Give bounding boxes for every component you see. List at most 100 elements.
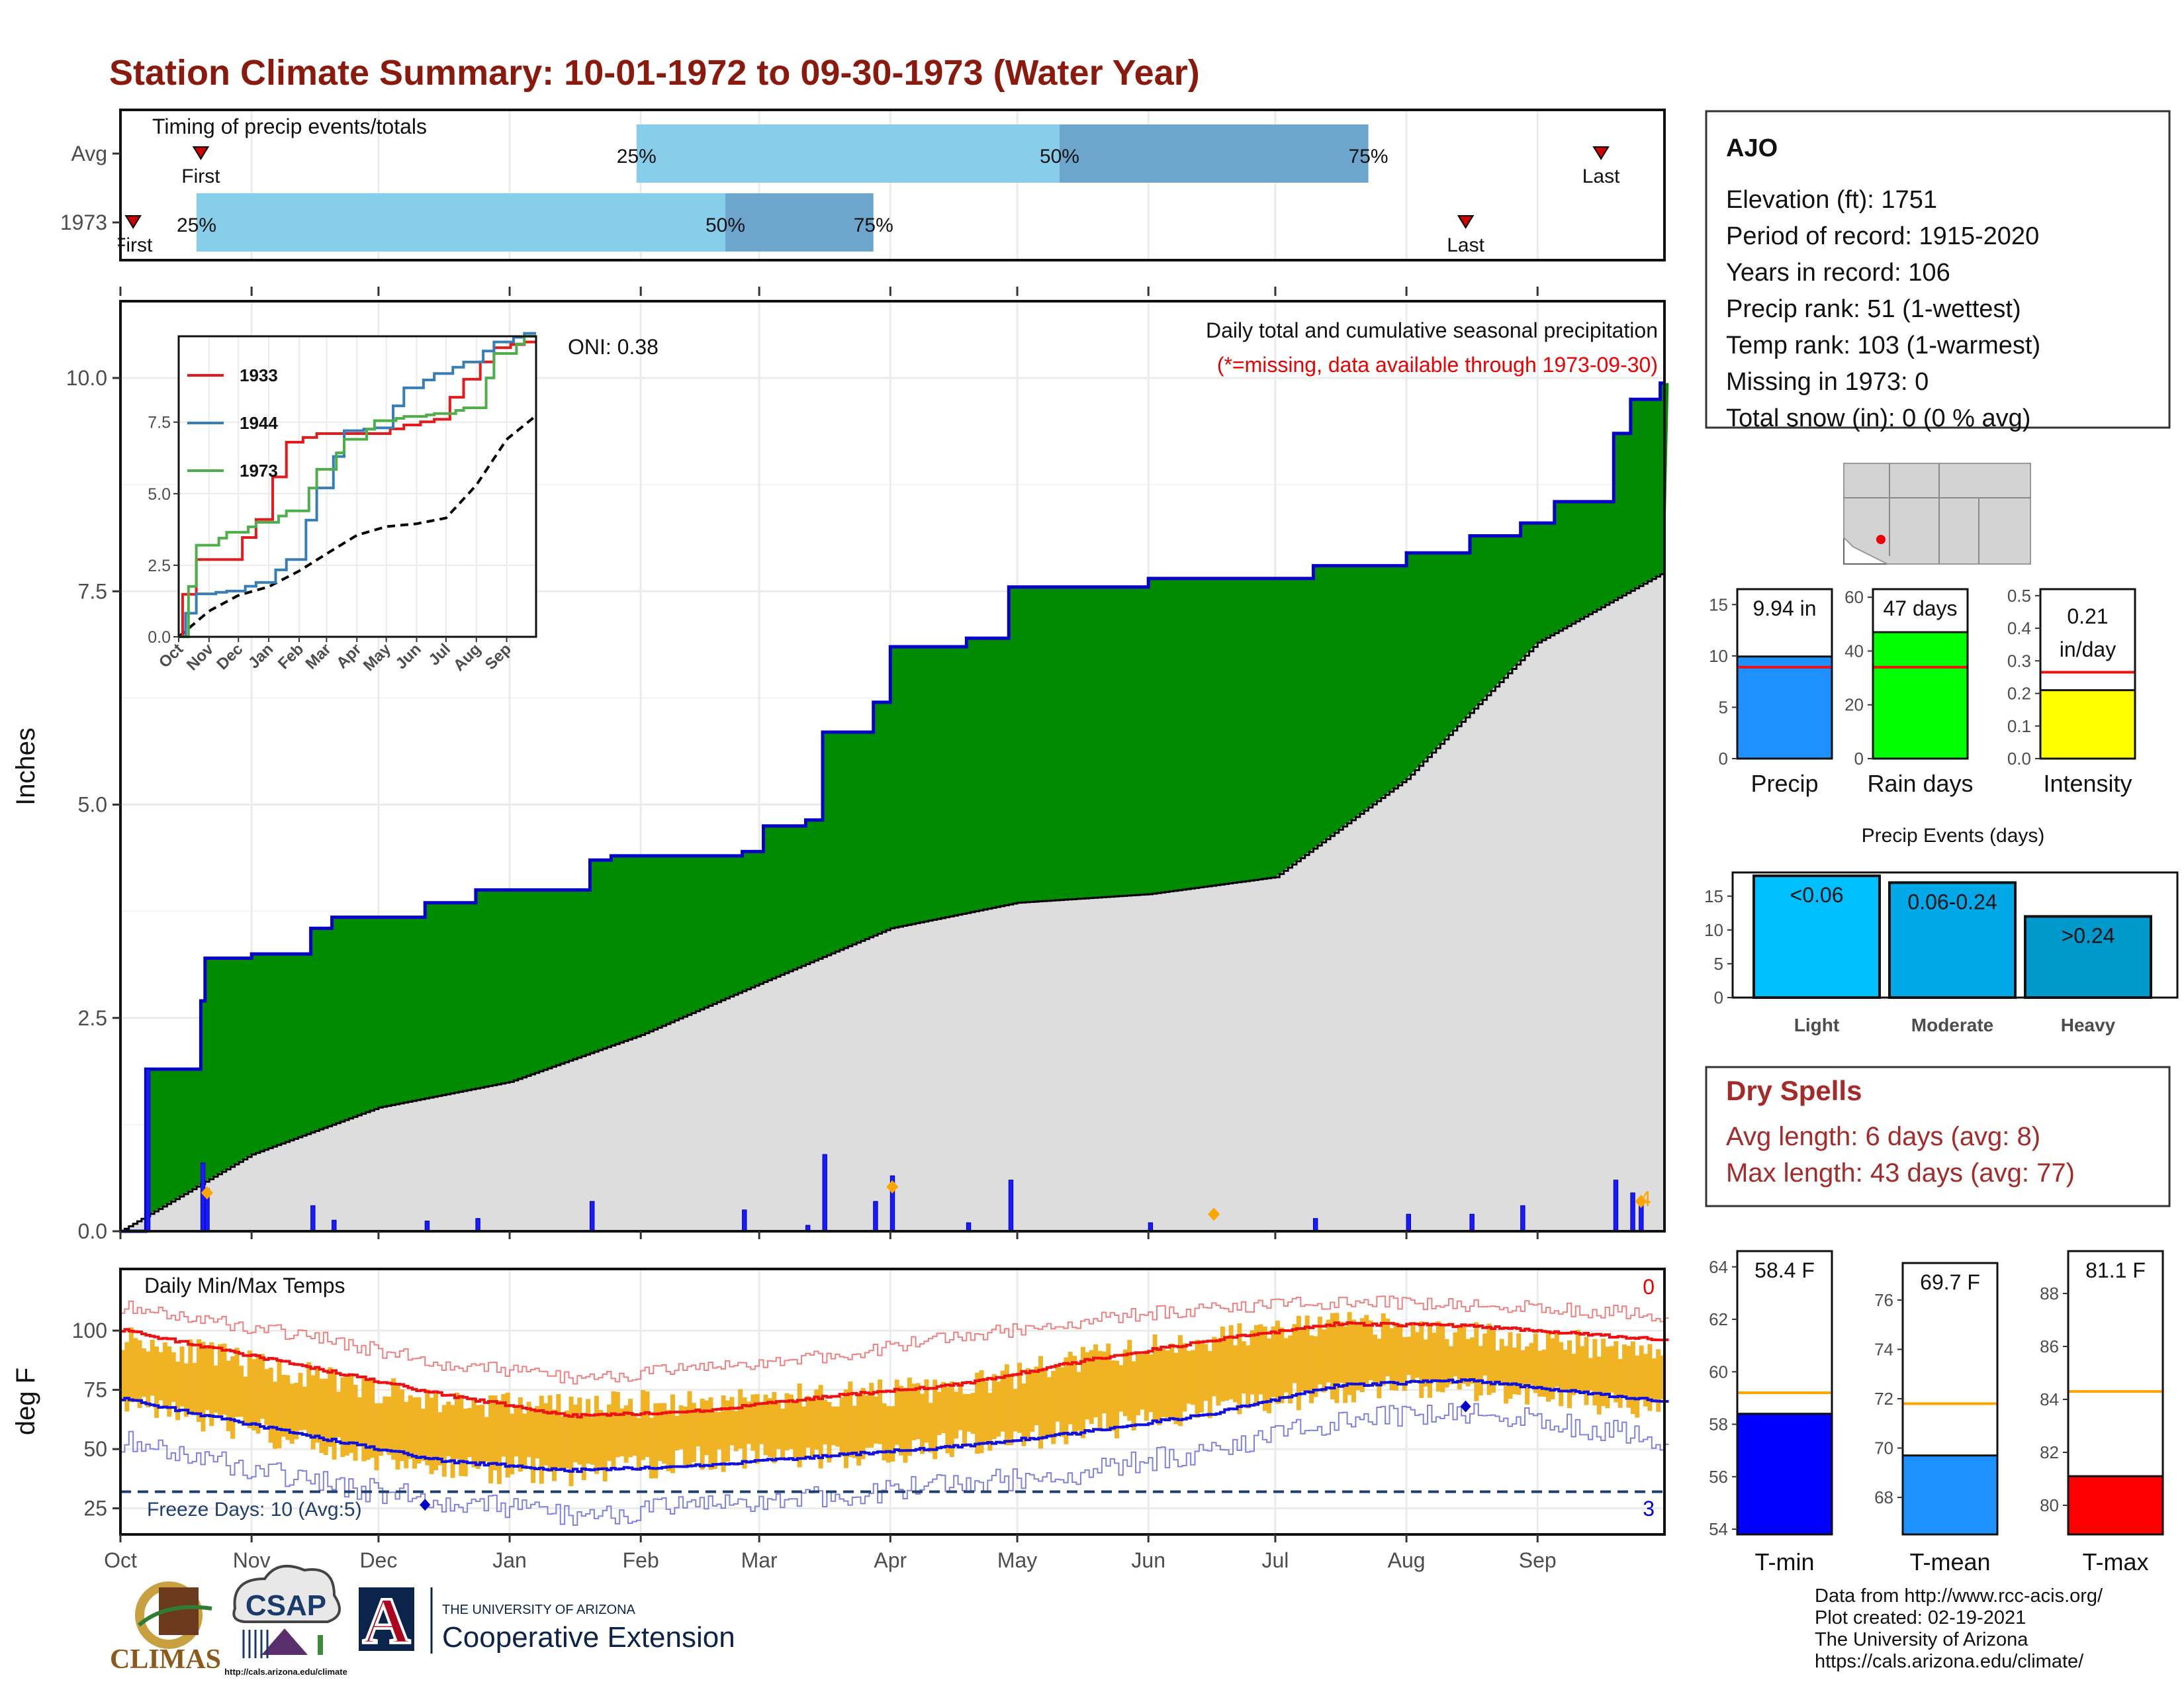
- daily-temp-bar: [1440, 1325, 1445, 1393]
- summary-bar-ytick-label: 0.4: [2007, 618, 2031, 638]
- daily-temp-bar: [1584, 1336, 1589, 1405]
- daily-temp-bar: [687, 1391, 692, 1467]
- daily-temp-bar: [1064, 1357, 1069, 1444]
- daily-precip-bar: [475, 1218, 480, 1232]
- daily-temp-bar: [966, 1393, 972, 1432]
- daily-precip-bar: [200, 1162, 206, 1232]
- temp-summary-frame: [1736, 1250, 1833, 1536]
- daily-temp-bar: [1393, 1323, 1398, 1391]
- temp-ytick-label: 50: [83, 1437, 107, 1461]
- daily-temp-bar: [1034, 1366, 1039, 1426]
- daily-temp-bar: [531, 1410, 535, 1483]
- csap-cloud-icon: [232, 1564, 341, 1623]
- daily-temp-bar: [1449, 1346, 1454, 1385]
- daily-temp-bar: [1525, 1346, 1530, 1405]
- station-info-line: Missing in 1973: 0: [1726, 368, 1929, 396]
- daily-temp-bar: [915, 1383, 921, 1440]
- daily-temp-bar: [1161, 1348, 1166, 1417]
- daily-temp-bar: [1127, 1340, 1132, 1421]
- daily-temp-bar: [1241, 1341, 1246, 1394]
- month-axis-label: Dec: [359, 1548, 397, 1572]
- daily-temp-bar: [657, 1403, 662, 1461]
- daily-temp-bar: [192, 1362, 197, 1413]
- month-axis-label: Feb: [623, 1548, 659, 1572]
- daily-precip-bar: [424, 1221, 430, 1232]
- timing-row-label: Avg: [71, 142, 107, 165]
- summary-bar-label: Intensity: [2043, 770, 2132, 797]
- summary-bar-frame: [1736, 588, 1833, 760]
- daily-temp-bar: [1296, 1315, 1301, 1411]
- daily-temp-bar: [179, 1346, 185, 1407]
- daily-temp-bar: [1432, 1333, 1437, 1382]
- avg-min-line: [120, 1378, 1669, 1474]
- event-bar-moderate: [1888, 881, 2017, 1000]
- daily-temp-bar: [1131, 1361, 1136, 1430]
- locator-map: [1843, 463, 2031, 565]
- daily-temp-bar: [628, 1399, 633, 1458]
- climas-leaf-icon: [138, 1605, 212, 1627]
- normal-cumulative-line: [120, 573, 1664, 1233]
- daily-temp-bar: [1144, 1350, 1149, 1421]
- daily-temp-bar: [175, 1361, 181, 1421]
- daily-temp-bar: [518, 1397, 523, 1472]
- daily-temp-bar: [1508, 1332, 1513, 1399]
- daily-temp-bar: [120, 1350, 125, 1399]
- timing-bar-q3: [725, 193, 874, 252]
- daily-temp-bar: [920, 1393, 925, 1454]
- record-high-count: 0: [1643, 1275, 1655, 1299]
- daily-temp-bar: [1148, 1354, 1154, 1413]
- daily-temp-bar: [488, 1395, 494, 1483]
- daily-temp-bar: [1504, 1346, 1509, 1404]
- daily-temp-bar: [1136, 1354, 1141, 1416]
- daily-temp-bar: [556, 1394, 561, 1468]
- daily-temp-bar: [945, 1387, 950, 1454]
- daily-precip-bar: [332, 1219, 337, 1232]
- daily-temp-bar: [1482, 1333, 1488, 1376]
- station-info-line: Period of record: 1915-2020: [1726, 222, 2039, 250]
- climas-emblem-icon: [159, 1587, 199, 1635]
- daily-temp-bar: [289, 1383, 295, 1444]
- summary-bar-ytick-label: 0.5: [2007, 586, 2031, 606]
- daily-temp-bar: [933, 1380, 938, 1460]
- daily-temp-bar: [1101, 1351, 1107, 1414]
- daily-precip-bar: [873, 1201, 878, 1232]
- precip-record-diamond: [1635, 1194, 1647, 1208]
- daily-temp-bar: [1435, 1321, 1441, 1392]
- daily-temp-bar: [987, 1393, 993, 1451]
- first-marker-icon: [192, 146, 210, 160]
- daily-temp-bar: [793, 1401, 798, 1458]
- daily-temp-bar: [1605, 1346, 1610, 1409]
- freeze-days-label: Freeze Days: 10 (Avg:5): [147, 1499, 362, 1521]
- daily-temp-bar: [1279, 1327, 1285, 1403]
- daily-temp-bar: [565, 1410, 570, 1469]
- daily-temp-bar: [209, 1342, 214, 1427]
- summary-bar-ytick-label: 0.0: [2007, 749, 2031, 769]
- daily-temp-bar: [162, 1342, 167, 1407]
- ua-name: THE UNIVERSITY OF ARIZONA: [442, 1603, 636, 1617]
- daily-temp-bar: [1030, 1371, 1035, 1432]
- daily-temp-bar: [1228, 1325, 1234, 1399]
- temp-panel-frame: [119, 1268, 1666, 1536]
- daily-temp-bar: [387, 1396, 392, 1455]
- daily-temp-bar: [890, 1406, 895, 1462]
- daily-temp-bar: [590, 1417, 595, 1465]
- daily-temp-bar: [1465, 1338, 1471, 1387]
- daily-temp-bar: [492, 1395, 498, 1471]
- daily-temp-bar: [459, 1395, 464, 1476]
- daily-temp-bar: [1499, 1338, 1504, 1383]
- daily-temp-bar: [150, 1339, 155, 1396]
- csap-url: http://cals.arizona.edu/climate: [224, 1667, 347, 1677]
- daily-temp-bar: [1614, 1340, 1619, 1403]
- summary-bar-ytick-label: 0: [1854, 749, 1864, 769]
- dry-spells-max: Max length: 43 days (avg: 77): [1726, 1158, 2075, 1188]
- temp-record-diamond: [420, 1499, 431, 1511]
- daily-temp-bar: [759, 1402, 764, 1444]
- daily-temp-bar: [746, 1401, 751, 1444]
- summary-bar-ytick-label: 60: [1844, 587, 1864, 607]
- daily-temp-bar: [674, 1415, 680, 1451]
- daily-temp-bar: [1495, 1350, 1500, 1385]
- daily-temp-bar: [429, 1397, 434, 1474]
- daily-temp-bar: [1419, 1321, 1424, 1398]
- daily-temp-bar: [1326, 1319, 1331, 1383]
- temp-summary-bar-2: [2067, 1475, 2164, 1536]
